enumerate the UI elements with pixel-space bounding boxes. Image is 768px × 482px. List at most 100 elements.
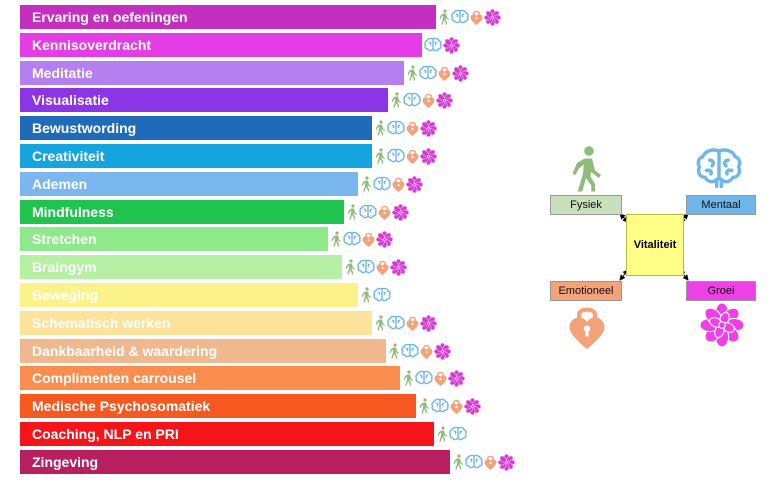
heart-lock-icon xyxy=(376,260,389,275)
lotus-icon xyxy=(464,397,481,415)
lotus-icon xyxy=(498,453,515,471)
heart-lock-icon xyxy=(406,121,419,136)
activity-bar: Kennisoverdracht xyxy=(20,33,422,57)
walking-person-icon xyxy=(391,92,401,108)
activity-bar: Visualisatie xyxy=(20,88,388,112)
activity-bar: Medische Psychosomatiek xyxy=(20,394,416,418)
legend-box-groei: Groei xyxy=(686,281,756,301)
legend-box-fysiek: Fysiek xyxy=(550,195,622,215)
brain-icon xyxy=(431,398,449,413)
activity-bar: Ervaring en oefeningen xyxy=(20,5,436,29)
lotus-icon xyxy=(392,203,409,221)
activity-bar-label: Zingeving xyxy=(32,454,99,470)
activity-icon-group xyxy=(374,116,437,140)
vitality-legend: Fysiek Mentaal Vitaliteit Emotioneel Gro… xyxy=(540,140,768,360)
brain-icon xyxy=(696,148,742,188)
walking-person-icon xyxy=(345,259,355,275)
activity-bar: Dankbaarheid & waardering xyxy=(20,339,386,363)
heart-lock-icon xyxy=(434,371,447,386)
activity-bar-label: Schematisch werken xyxy=(32,315,171,331)
lotus-icon xyxy=(484,8,501,26)
heart-lock-icon xyxy=(406,316,419,331)
walking-person-icon xyxy=(453,454,463,470)
lotus-icon xyxy=(452,64,469,82)
brain-icon xyxy=(343,231,361,246)
lotus-icon xyxy=(434,342,451,360)
legend-center-vitaliteit: Vitaliteit xyxy=(626,214,684,276)
walking-person-icon xyxy=(361,176,371,192)
activity-bar: Coaching, NLP en PRI xyxy=(20,422,434,446)
activity-bar-label: Complimenten carrousel xyxy=(32,370,197,386)
brain-icon xyxy=(415,370,433,385)
lotus-icon xyxy=(443,36,460,54)
activity-icon-group xyxy=(374,144,437,168)
lotus-icon xyxy=(390,258,407,276)
lotus-icon xyxy=(406,175,423,193)
activity-bar-label: Mindfulness xyxy=(32,204,114,220)
walking-person-icon xyxy=(331,231,341,247)
activity-icon-group xyxy=(346,200,409,224)
activity-bar-label: Dankbaarheid & waardering xyxy=(32,343,218,359)
activity-icon-group xyxy=(402,366,465,390)
activity-icon-group xyxy=(438,5,501,29)
activity-bar-label: Ademen xyxy=(32,176,88,192)
activity-bar: Creativiteit xyxy=(20,144,372,168)
activity-icon-group xyxy=(406,61,469,85)
activity-bar-label: Medische Psychosomatiek xyxy=(32,398,211,414)
brain-icon xyxy=(359,204,377,219)
activity-bar-list: Ervaring en oefeningen Kennisoverdracht Me… xyxy=(20,5,515,474)
activity-icon-group xyxy=(360,283,391,307)
activity-bar-label: Beweging xyxy=(32,287,99,303)
heart-lock-icon xyxy=(362,232,375,247)
activity-bar: Complimenten carrousel xyxy=(20,366,400,390)
heart-lock-icon xyxy=(392,177,405,192)
activity-icon-group xyxy=(390,88,453,112)
activity-bar: Stretchen xyxy=(20,227,328,251)
activity-bar-label: Kennisoverdracht xyxy=(32,37,152,53)
walking-person-icon xyxy=(572,146,601,192)
walking-person-icon xyxy=(439,9,449,25)
brain-icon xyxy=(401,343,419,358)
brain-icon xyxy=(419,65,437,80)
brain-icon xyxy=(451,9,469,24)
heart-lock-icon xyxy=(484,455,497,470)
activity-icon-group xyxy=(424,33,460,57)
lotus-icon xyxy=(448,369,465,387)
activity-icon-group xyxy=(436,422,467,446)
heart-lock-icon xyxy=(406,149,419,164)
walking-person-icon xyxy=(375,148,385,164)
brain-icon xyxy=(465,454,483,469)
walking-person-icon xyxy=(407,65,417,81)
lotus-icon xyxy=(700,303,744,347)
heart-lock-icon xyxy=(569,307,605,350)
brain-icon xyxy=(449,426,467,441)
brain-icon xyxy=(387,120,405,135)
lotus-icon xyxy=(436,91,453,109)
heart-lock-icon xyxy=(438,66,451,81)
walking-person-icon xyxy=(437,426,447,442)
lotus-icon xyxy=(376,230,393,248)
heart-lock-icon xyxy=(422,93,435,108)
legend-box-mentaal: Mentaal xyxy=(686,195,756,215)
heart-lock-icon xyxy=(420,344,433,359)
activity-icon-group xyxy=(452,450,515,474)
brain-icon xyxy=(387,315,405,330)
activity-icon-group xyxy=(388,339,451,363)
walking-person-icon xyxy=(389,343,399,359)
brain-icon xyxy=(403,92,421,107)
heart-lock-icon xyxy=(450,399,463,414)
heart-lock-icon xyxy=(470,10,483,25)
activity-bar: Bewustwording xyxy=(20,116,372,140)
activity-bar: Ademen xyxy=(20,172,358,196)
activity-bar: Schematisch werken xyxy=(20,311,372,335)
brain-icon xyxy=(373,176,391,191)
activity-bar-label: Creativiteit xyxy=(32,148,105,164)
walking-person-icon xyxy=(375,120,385,136)
activity-icon-group xyxy=(360,172,423,196)
walking-person-icon xyxy=(347,204,357,220)
activity-icon-group xyxy=(418,394,481,418)
activity-bar: Mindfulness xyxy=(20,200,344,224)
brain-icon xyxy=(387,148,405,163)
activity-bar: Zingeving xyxy=(20,450,450,474)
brain-icon xyxy=(424,37,442,52)
